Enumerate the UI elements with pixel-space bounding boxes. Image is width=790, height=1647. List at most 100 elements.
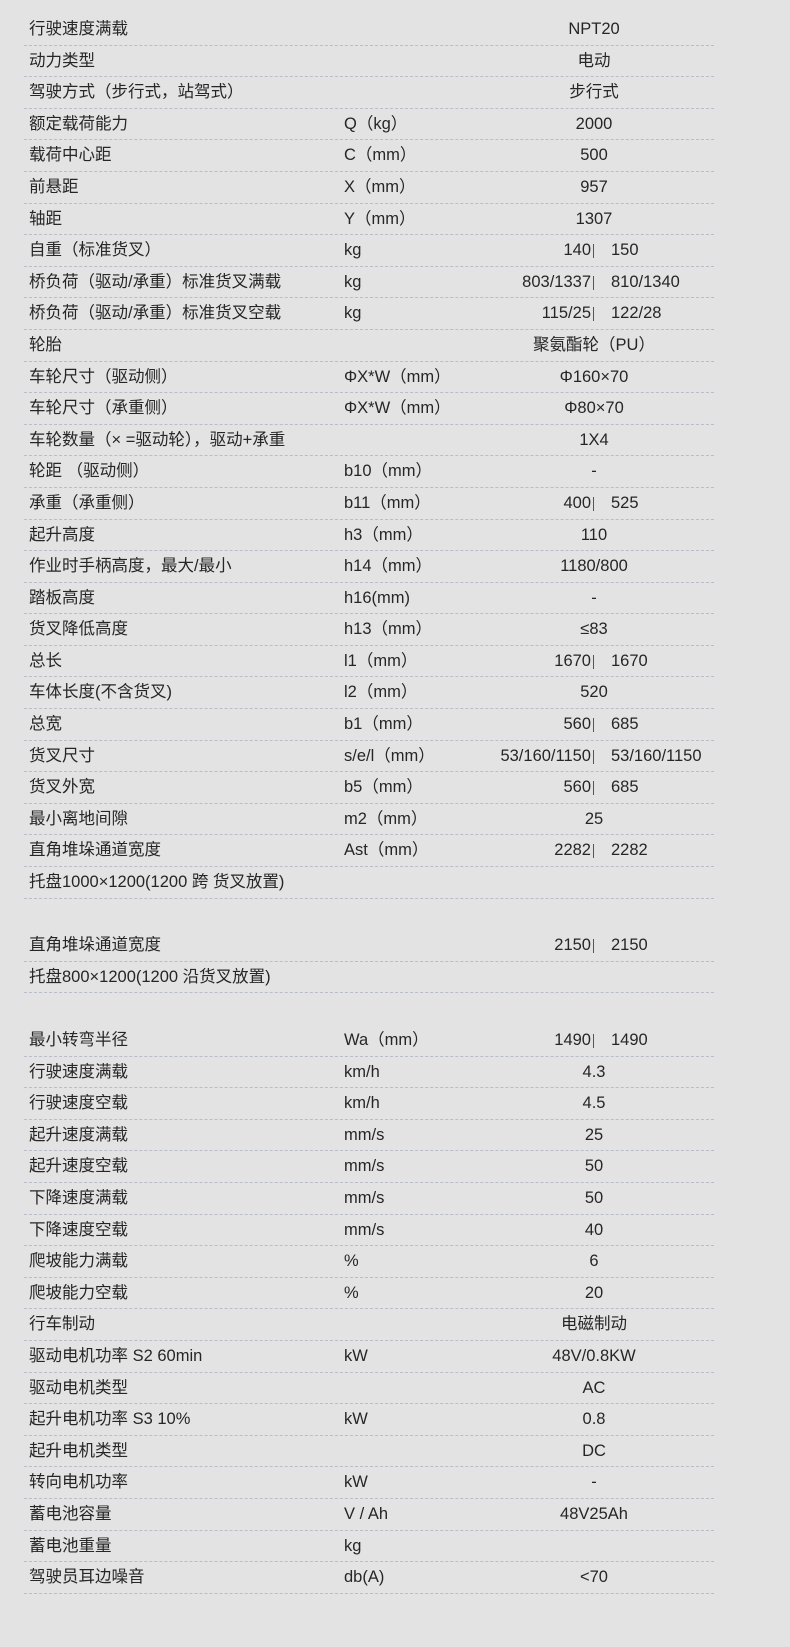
spec-unit: kg <box>344 304 362 323</box>
spec-value: ≤83 <box>580 620 608 639</box>
spec-unit: Y（mm） <box>344 209 416 228</box>
table-row: 货叉外宽 b5（mm） 560 685 <box>24 772 714 804</box>
value-separator <box>593 844 594 859</box>
spec-value: 聚氨酯轮（PU） <box>533 335 655 354</box>
spec-unit: % <box>344 1283 359 1302</box>
spacer-row <box>24 993 714 1025</box>
table-row: 起升电机功率 S3 10% kW 0.8 <box>24 1404 714 1436</box>
spec-unit: kg <box>344 272 362 291</box>
spec-value: 40 <box>584 1220 604 1239</box>
spec-unit: mm/s <box>344 1157 385 1176</box>
spec-label: 蓄电池重量 <box>29 1536 112 1555</box>
spec-value: 48V/0.8KW <box>552 1346 636 1365</box>
spec-unit: b5（mm） <box>344 778 423 797</box>
spec-unit: m2（mm） <box>344 809 428 828</box>
spec-label: 总宽 <box>29 715 62 734</box>
spec-unit: Q（kg） <box>344 114 408 133</box>
spec-value: AC <box>582 1378 606 1397</box>
spec-value-left: 560 <box>563 778 591 797</box>
value-separator <box>593 781 594 796</box>
spec-label: 驾驶员耳边噪音 <box>29 1568 145 1587</box>
spec-label: 下降速度空载 <box>29 1220 128 1239</box>
table-row: 总宽 b1（mm） 560 685 <box>24 709 714 741</box>
spec-value-right: 685 <box>611 778 639 797</box>
spec-value-left: 400 <box>563 493 591 512</box>
spec-label: 车轮尺寸（承重侧） <box>29 399 178 418</box>
spec-unit: s/e/l（mm） <box>344 746 435 765</box>
spec-unit: b11（mm） <box>344 493 431 512</box>
spec-unit: h3（mm） <box>344 525 423 544</box>
spec-label: 起升电机功率 S3 10% <box>29 1410 191 1429</box>
spacer-row <box>24 899 714 931</box>
spec-unit: kW <box>344 1346 368 1365</box>
spec-value: 电动 <box>577 51 611 70</box>
spec-label: 车轮数量（× =驱动轮），驱动+承重 <box>29 430 286 449</box>
spec-value: 步行式 <box>569 83 619 102</box>
spec-label: 轮胎 <box>29 335 62 354</box>
table-row: 承重（承重侧） b11（mm） 400 525 <box>24 488 714 520</box>
table-row: 起升速度空载 mm/s 50 <box>24 1151 714 1183</box>
table-row: 作业时手柄高度，最大/最小 h14（mm） 1180/800 <box>24 551 714 583</box>
spec-label: 起升电机类型 <box>29 1441 128 1460</box>
table-row: 额定载荷能力 Q（kg） 2000 <box>24 109 714 141</box>
spec-unit: db(A) <box>344 1568 385 1587</box>
spec-unit: b1（mm） <box>344 715 423 734</box>
spec-unit: km/h <box>344 1062 380 1081</box>
spec-label: 自重（标准货叉） <box>29 241 161 260</box>
spec-unit: l1（mm） <box>344 651 418 670</box>
spec-value-left: 1490 <box>554 1031 591 1049</box>
spec-label: 最小离地间隙 <box>29 809 128 828</box>
table-row: 下降速度满载 mm/s 50 <box>24 1183 714 1215</box>
spec-value: 110 <box>580 525 608 544</box>
spec-label: 最小转弯半径 <box>29 1031 128 1049</box>
spec-value-left: 2150 <box>554 936 591 955</box>
spec-unit: kW <box>344 1410 368 1429</box>
spec-value: 1180/800 <box>560 557 628 576</box>
spec-label: 轮距 （驱动侧） <box>29 462 150 481</box>
spec-value: DC <box>582 1441 606 1460</box>
value-separator <box>593 496 594 511</box>
value-separator <box>593 1034 594 1048</box>
spec-unit: mm/s <box>344 1188 385 1207</box>
spec-label: 行驶速度满载 <box>29 20 128 38</box>
spec-label: 承重（承重侧） <box>29 493 145 512</box>
spec-label: 载荷中心距 <box>29 146 112 165</box>
spec-unit: Wa（mm） <box>344 1031 429 1049</box>
spec-value: 4.5 <box>582 1094 606 1113</box>
spec-unit: C（mm） <box>344 146 417 165</box>
spec-label: 直角堆垛通道宽度 <box>29 841 161 860</box>
spec-label: 总长 <box>29 651 62 670</box>
table-row: 驾驶员耳边噪音 db(A) <70 <box>24 1562 714 1594</box>
table-row: 桥负荷（驱动/承重）标准货叉满载 kg 803/1337 810/1340 <box>24 267 714 299</box>
spec-label: 爬坡能力满载 <box>29 1252 128 1271</box>
value-separator <box>593 244 594 259</box>
spec-label: 桥负荷（驱动/承重）标准货叉空载 <box>29 304 282 323</box>
spec-unit: ΦX*W（mm） <box>344 399 451 418</box>
spec-value: 25 <box>584 809 604 828</box>
table-row: 轮距 （驱动侧） b10（mm） - <box>24 456 714 488</box>
spec-value: <70 <box>580 1568 608 1587</box>
spec-label: 额定载荷能力 <box>29 114 128 133</box>
spec-value: - <box>591 462 597 481</box>
table-row: 下降速度空载 mm/s 40 <box>24 1215 714 1247</box>
spec-value-right: 150 <box>611 241 639 260</box>
table-row: 货叉尺寸 s/e/l（mm） 53/160/1150 53/160/1150 <box>24 741 714 773</box>
spec-value-right: 2282 <box>611 841 648 860</box>
spec-label: 托盘800×1200(1200 沿货叉放置) <box>29 967 271 986</box>
spec-value-left: 53/160/1150 <box>500 746 591 765</box>
table-row: 车轮数量（× =驱动轮），驱动+承重 1X4 <box>24 425 714 457</box>
spec-label: 蓄电池容量 <box>29 1504 112 1523</box>
value-separator <box>593 718 594 733</box>
table-row: 爬坡能力满载% 6 <box>24 1246 714 1278</box>
spec-label: 行驶速度满载 <box>29 1062 128 1081</box>
table-row: 车轮尺寸（承重侧） ΦX*W（mm） Φ80×70 <box>24 393 714 425</box>
table-row: 载荷中心距 C（mm） 500 <box>24 140 714 172</box>
spec-value-right: 1490 <box>611 1031 648 1049</box>
spec-value: NPT20 <box>568 20 620 38</box>
spec-unit: h13（mm） <box>344 620 433 639</box>
spec-label: 驱动电机类型 <box>29 1378 128 1397</box>
spec-value-left: 1670 <box>554 651 591 670</box>
spec-value-right: 122/28 <box>611 304 662 323</box>
spec-label: 行车制动 <box>29 1315 95 1334</box>
spec-unit: h16(mm) <box>344 588 411 607</box>
